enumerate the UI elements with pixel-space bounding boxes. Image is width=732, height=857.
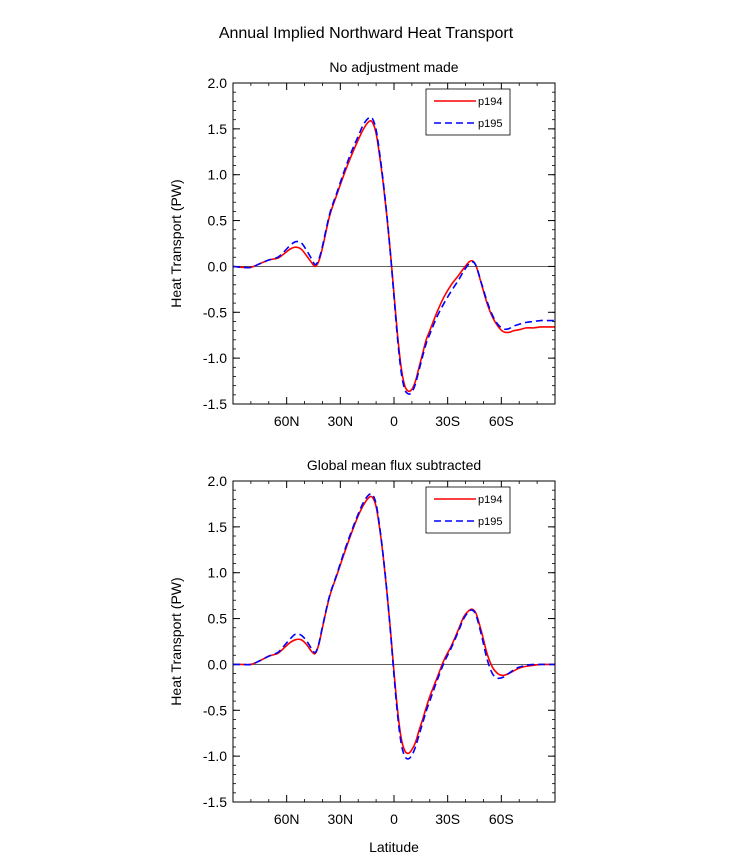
chart2-xtick-label: 30N xyxy=(327,811,353,827)
chart2-ytick-label: 1.5 xyxy=(208,519,228,535)
chart2-ytick-label: 0.5 xyxy=(208,611,228,627)
chart2-ylabel: Heat Transport (PW) xyxy=(168,577,184,705)
chart1-ytick-label: -1.5 xyxy=(203,396,227,412)
chart2-series-p194 xyxy=(233,495,555,755)
chart1-xtick-label: 0 xyxy=(390,413,398,429)
chart2-xlabel: Latitude xyxy=(369,839,419,855)
chart1-ylabel: Heat Transport (PW) xyxy=(168,179,184,307)
chart2-xtick-label: 30S xyxy=(435,811,460,827)
chart1-ytick-label: 2.0 xyxy=(208,75,228,91)
panel-no-adjustment: No adjustment made -1.5 -1.0 -0.5 0.0 0.5 1.0 1… xyxy=(168,59,556,429)
chart1-ytick-label: 1.0 xyxy=(208,167,228,183)
chart2-xtick-label: 60S xyxy=(489,811,514,827)
chart1-xtick-label: 30N xyxy=(327,413,353,429)
chart1-ytick-label: 1.5 xyxy=(208,121,228,137)
chart1-ytick-label: 0.0 xyxy=(208,258,228,274)
chart1-xtick-label: 30S xyxy=(435,413,460,429)
chart1-series-p195 xyxy=(232,116,555,395)
chart2-ytick-label: 2.0 xyxy=(208,473,228,489)
chart2-legend-label-p195: p195 xyxy=(478,516,502,528)
chart1-frame xyxy=(232,82,556,405)
chart2-title: Global mean flux subtracted xyxy=(307,457,481,473)
chart2-series-p195 xyxy=(233,492,555,760)
chart2-ytick-label: -0.5 xyxy=(203,702,227,718)
chart2-ytick-label: 0.0 xyxy=(208,656,228,672)
chart2-xtick-label: 0 xyxy=(390,811,398,827)
chart1-xtick-label: 60S xyxy=(489,413,514,429)
chart2-ytick-label: 1.0 xyxy=(208,565,228,581)
chart1-legend-label-p194: p194 xyxy=(478,96,502,108)
chart1-title: No adjustment made xyxy=(329,59,458,75)
chart2-legend-box xyxy=(425,486,511,534)
chart1-ytick-label: -1.0 xyxy=(203,350,227,366)
chart2-legend-label-p194: p194 xyxy=(478,494,502,506)
figure-title: Annual Implied Northward Heat Transport xyxy=(219,25,514,42)
chart2-xtick-label: 60N xyxy=(274,811,300,827)
chart2-frame xyxy=(232,480,556,803)
chart1-series-p194 xyxy=(232,120,555,393)
panel-global-mean-subtracted: Global mean flux subtracted -1.5 -1.0 -0.5 0… xyxy=(168,457,556,855)
chart2-ytick-label: -1.0 xyxy=(203,748,227,764)
chart1-ytick-label: -0.5 xyxy=(203,304,227,320)
chart1-legend-label-p195: p195 xyxy=(478,118,502,130)
chart1-xtick-label: 60N xyxy=(274,413,300,429)
chart1-ytick-label: 0.5 xyxy=(208,213,228,229)
chart1-legend-box xyxy=(425,88,511,136)
chart2-ytick-label: -1.5 xyxy=(203,794,227,810)
